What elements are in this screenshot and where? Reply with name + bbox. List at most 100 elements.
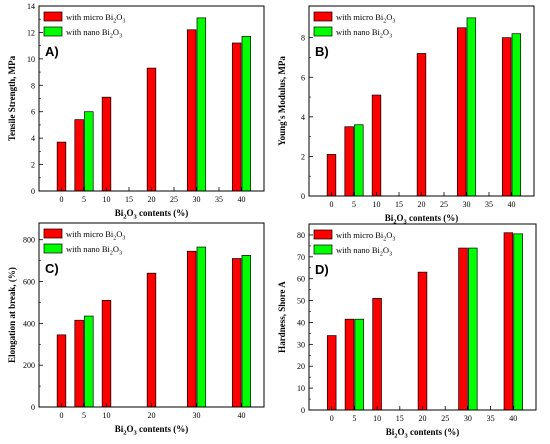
x-tick-label: 40: [509, 414, 517, 423]
x-axis-label: Bi2O3 contents (%): [115, 424, 189, 437]
legend-label-nano: with nano Bi2O3: [336, 245, 392, 258]
x-tick-label: 25: [170, 195, 178, 204]
y-tick-label: 12: [27, 28, 35, 37]
bar-nano-30: [468, 247, 478, 411]
y-tick-label: 40: [297, 318, 305, 327]
bar-micro-10: [372, 298, 382, 411]
x-tick-label: 10: [373, 414, 381, 423]
y-tick-label: 10: [297, 384, 305, 393]
bar-micro-5: [74, 119, 84, 192]
bar-micro-40: [231, 258, 242, 408]
x-axis-label: Bi2O3 contents (%): [386, 427, 460, 440]
x-tick-label: 0: [60, 411, 64, 420]
bar-micro-5: [74, 319, 84, 408]
legend-swatch-nano: [43, 243, 63, 254]
y-tick-label: 8: [31, 81, 35, 90]
chart-panel-1: 0 2 4 6 8 10 12 14 0 5 10 15 20 25 30 35 40 Bi2O3 content…: [7, 2, 265, 221]
y-tick-label: 80: [297, 231, 305, 240]
x-tick-label: 20: [148, 195, 156, 204]
legend-swatch-micro: [313, 11, 333, 22]
legend-label-nano: with nano Bi2O3: [66, 27, 122, 40]
bar-nano-5: [354, 124, 364, 197]
bar-micro-5: [344, 318, 355, 411]
x-tick-label: 5: [352, 414, 356, 423]
x-tick-label: 40: [508, 200, 516, 209]
bar-micro-10: [371, 94, 382, 197]
x-tick-label: 15: [396, 414, 404, 423]
bar-micro-10: [101, 300, 112, 408]
y-tick-label: 14: [27, 2, 35, 11]
bar-micro-20: [416, 53, 427, 197]
chart-panel-4: 0 10 20 30 40 50 60 70 80 0 5 10 15 20 25 30 35 40 Bi2O3 c…: [277, 223, 537, 440]
y-tick-label: 4: [31, 134, 35, 143]
x-tick-label: 20: [148, 411, 156, 420]
y-tick-label: 200: [23, 361, 35, 370]
chart-panel-2: 0 2 4 6 8 0 5 10 15 20 25 30 35 40 Bi2O3 contents (%) Y…: [277, 5, 535, 226]
x-tick-label: 30: [193, 411, 201, 420]
x-tick-label: 10: [103, 411, 111, 420]
bar-micro-20: [417, 271, 428, 411]
bar-micro-20: [146, 67, 157, 192]
legend-label-micro: with micro Bi2O3: [66, 229, 125, 242]
chart-panel-3: 0 200 400 600 800 0 5 10 20 30 40 Bi2O3 contents (%…: [7, 222, 265, 437]
y-tick-label: 50: [297, 297, 305, 306]
x-tick-label: 25: [441, 414, 449, 423]
bar-micro-0: [56, 141, 67, 192]
y-tick-label: 6: [31, 108, 35, 117]
x-tick-label: 5: [352, 200, 356, 209]
y-tick-label: 600: [23, 278, 35, 287]
x-tick-label: 35: [215, 195, 223, 204]
x-tick-label: 30: [464, 414, 472, 423]
y-tick-label: 4: [301, 113, 305, 122]
bar-nano-40: [241, 36, 252, 192]
y-tick-label: 400: [23, 319, 35, 328]
x-tick-label: 40: [238, 411, 246, 420]
bar-nano-40: [511, 33, 522, 197]
legend-label-nano: with nano Bi2O3: [66, 244, 122, 257]
bar-micro-0: [326, 154, 337, 197]
x-axis-label: Bi2O3 contents (%): [385, 213, 459, 226]
x-tick-label: 15: [125, 195, 133, 204]
bar-nano-30: [466, 17, 477, 197]
y-tick-label: 800: [23, 236, 35, 245]
x-tick-label: 15: [395, 200, 403, 209]
y-tick-label: 60: [297, 275, 305, 284]
y-tick-label: 0: [31, 187, 35, 196]
x-tick-label: 35: [487, 414, 495, 423]
legend-label-micro: with micro Bi2O3: [336, 230, 395, 243]
legend-swatch-micro: [313, 229, 333, 240]
x-tick-label: 0: [330, 200, 334, 209]
bar-nano-30: [196, 17, 207, 192]
legend-label-micro: with micro Bi2O3: [66, 12, 125, 25]
bar-micro-0: [326, 335, 337, 411]
bar-micro-30: [186, 29, 197, 192]
x-axis-label: Bi2O3 contents (%): [115, 208, 189, 221]
legend-label-micro: with micro Bi2O3: [336, 12, 395, 25]
bar-micro-30: [186, 250, 197, 408]
panel-label: B): [315, 44, 329, 59]
bar-micro-40: [503, 232, 514, 411]
y-tick-label: 0: [301, 192, 305, 201]
panel-label: A): [45, 44, 59, 59]
x-tick-label: 40: [238, 195, 246, 204]
legend-swatch-nano: [43, 26, 63, 37]
bar-nano-5: [84, 315, 94, 408]
x-tick-label: 35: [485, 200, 493, 209]
panel-label: D): [315, 262, 329, 277]
x-tick-label: 30: [193, 195, 201, 204]
y-tick-label: 2: [301, 152, 305, 161]
legend-swatch-nano: [313, 26, 333, 37]
y-tick-label: 20: [297, 362, 305, 371]
y-tick-label: 8: [301, 34, 305, 43]
x-tick-label: 5: [82, 411, 86, 420]
legend-label-nano: with nano Bi2O3: [336, 27, 392, 40]
bar-micro-30: [458, 247, 468, 411]
x-tick-label: 0: [330, 414, 334, 423]
x-tick-label: 10: [373, 200, 381, 209]
legend-swatch-micro: [43, 228, 63, 239]
bar-nano-40: [513, 233, 523, 411]
bar-micro-40: [501, 37, 512, 197]
y-axis-label: Tensile Strength, MPa: [7, 55, 17, 141]
bar-nano-5: [354, 318, 365, 411]
